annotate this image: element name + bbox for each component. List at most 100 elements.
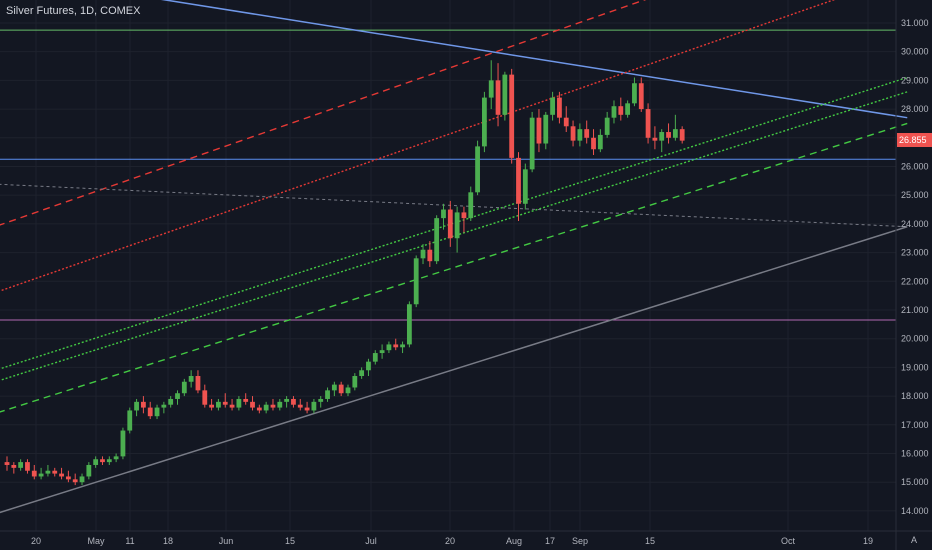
- candle-up: [106, 456, 112, 465]
- candle-down: [495, 63, 501, 127]
- time-tick-label: 19: [863, 536, 873, 546]
- candle-down: [147, 401, 153, 420]
- candle-body: [427, 249, 433, 262]
- candle-up: [120, 427, 126, 460]
- trend-line-gray-dashed[interactable]: [0, 183, 908, 228]
- candle-up: [277, 398, 283, 411]
- candle-body: [447, 209, 453, 239]
- candle-up: [406, 301, 412, 348]
- candle-body: [127, 410, 133, 431]
- candle-down: [202, 384, 208, 408]
- candle-down: [65, 470, 71, 483]
- candle-up: [672, 114, 678, 141]
- candle-body: [209, 404, 214, 408]
- candle-up: [127, 407, 133, 434]
- trend-line-gray-solid[interactable]: [0, 226, 908, 517]
- candle-up: [318, 396, 324, 408]
- candle-up: [475, 140, 480, 196]
- candle-body: [359, 370, 365, 377]
- candle-body: [100, 459, 105, 463]
- price-tick-label: 31.000: [901, 18, 929, 28]
- trend-line-red-dotted[interactable]: [0, 0, 907, 296]
- candle-down: [291, 396, 296, 408]
- candle-body: [434, 218, 440, 262]
- price-tick-label: 25.000: [901, 190, 929, 200]
- candle-body: [304, 407, 310, 411]
- price-tick-label: 15.000: [901, 477, 929, 487]
- candle-down: [195, 370, 201, 394]
- time-tick-label: Aug: [506, 536, 522, 546]
- auto-scale-button[interactable]: A: [911, 535, 917, 545]
- candle-body: [618, 106, 624, 115]
- candle-down: [59, 467, 64, 480]
- price-tick-label: 23.000: [901, 248, 929, 258]
- candle-down: [618, 97, 624, 121]
- price-tick-label: 24.000: [901, 219, 929, 229]
- candle-up: [359, 367, 365, 379]
- candle-body: [31, 470, 37, 477]
- candle-up: [386, 341, 392, 354]
- candle-body: [277, 401, 283, 408]
- candle-up: [441, 203, 446, 230]
- candle-body: [113, 456, 119, 460]
- candle-body: [475, 146, 480, 193]
- candle-body: [550, 97, 555, 115]
- candle-body: [79, 476, 85, 483]
- candle-body: [222, 401, 228, 405]
- candle-up: [604, 111, 610, 138]
- trend-line-green-dashed[interactable]: [0, 122, 908, 416]
- candle-up: [379, 344, 385, 359]
- candle-up: [311, 398, 317, 414]
- candle-body: [659, 132, 665, 141]
- trend-line-green-dotted[interactable]: [0, 76, 908, 373]
- trend-line-green-dotted[interactable]: [0, 91, 908, 385]
- trend-line-blue-solid[interactable]: [111, 0, 908, 119]
- candle-up: [400, 341, 405, 354]
- candle-body: [188, 376, 194, 382]
- candle-body: [611, 106, 617, 118]
- time-tick-label: Jul: [365, 536, 377, 546]
- candle-body: [557, 97, 562, 118]
- candle-up: [550, 91, 555, 121]
- last-price-label: 26.855: [899, 135, 927, 145]
- candle-body: [652, 137, 658, 141]
- candle-up: [134, 398, 139, 417]
- candle-up: [86, 462, 92, 480]
- trend-lines[interactable]: [0, 0, 908, 517]
- candle-up: [168, 396, 174, 408]
- candle-body: [577, 129, 583, 141]
- time-tick-label: 20: [31, 536, 41, 546]
- candle-body: [216, 401, 221, 408]
- candle-body: [413, 258, 419, 305]
- candle-up: [284, 396, 290, 408]
- candle-body: [236, 398, 242, 408]
- candle-body: [72, 479, 78, 483]
- candle-up: [188, 370, 194, 388]
- candle-up: [522, 163, 528, 210]
- time-axis[interactable]: 20 May 11 18 Jun 15 Jul 20 Aug 17 Sep 15 Oct 19: [31, 536, 873, 546]
- candle-up: [325, 387, 330, 402]
- price-tick-label: 29.000: [901, 75, 929, 85]
- candle-up: [420, 243, 426, 265]
- time-tick-label: 15: [285, 536, 295, 546]
- price-tick-label: 18.000: [901, 391, 929, 401]
- candle-body: [406, 304, 412, 345]
- candle-down: [427, 241, 433, 267]
- candle-body: [229, 404, 235, 408]
- trend-line-red-dashed[interactable]: [0, 0, 907, 230]
- candle-body: [4, 462, 10, 465]
- candle-body: [441, 209, 446, 219]
- candle-body: [291, 398, 296, 405]
- candle-body: [461, 212, 467, 219]
- candle-body: [202, 390, 208, 405]
- candle-up: [366, 358, 371, 377]
- candle-up: [502, 71, 508, 121]
- candle-up: [625, 100, 631, 118]
- candle-down: [25, 459, 30, 474]
- candle-down: [72, 473, 78, 486]
- chart-title: Silver Futures, 1D, COMEX: [6, 5, 141, 17]
- candle-body: [468, 192, 474, 219]
- candle-body: [597, 134, 603, 150]
